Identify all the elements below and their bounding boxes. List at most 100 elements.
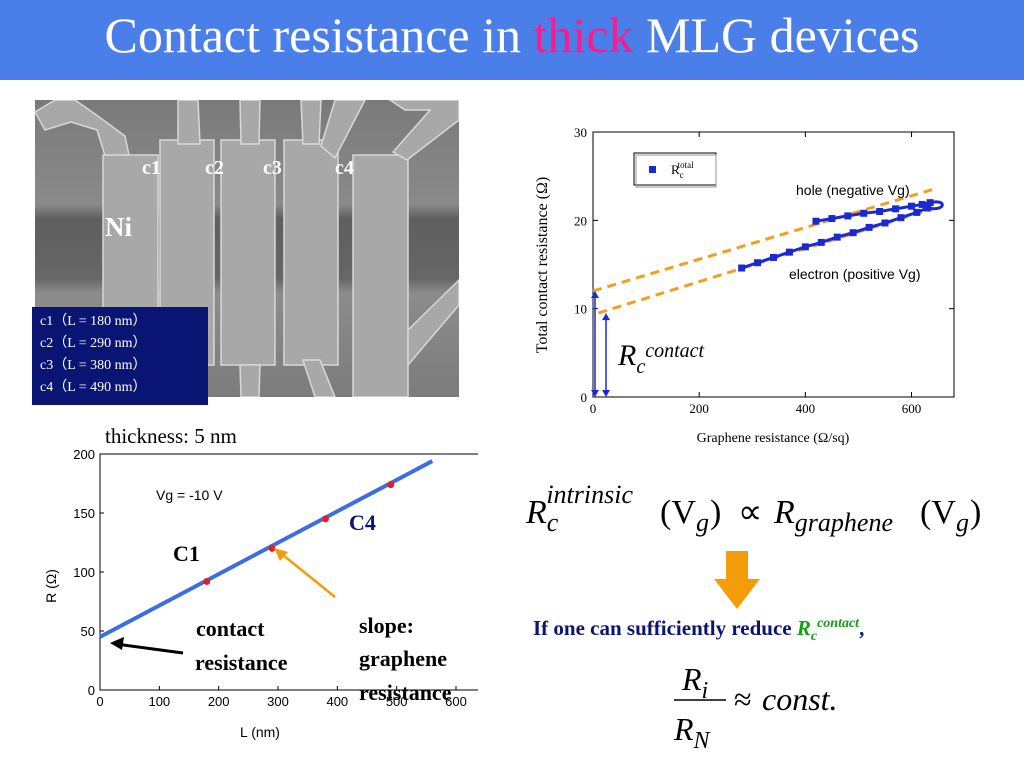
x-tick-label-3: 600 [902,401,922,416]
x-tick-label-1: 100 [148,694,170,709]
svg-text:≈: ≈ [734,681,752,717]
y-axis-label: R (Ω) [43,569,59,603]
y-tick-label-0: 0 [581,390,588,405]
point-electron-0 [738,264,746,272]
slope-annotation-3: resistance [359,680,452,705]
gate-voltage-label: Vg = -10 V [156,487,223,503]
contact-resistance-chart: 0 200 400 600 0 10 20 30 Rctotal hole (negative… [534,125,955,446]
svg-text:Rcintrinsic: Rcintrinsic [526,480,633,537]
x-tick-label-5: 500 [386,694,408,709]
sem-label-ni: Ni [105,212,132,242]
thickness-label: thickness: 5 nm [105,424,237,448]
slope-arrowhead [274,548,288,561]
slope-annotation-1: slope: [359,613,414,638]
reduce-statement: If one can sufficiently reduce Rccontact… [533,616,865,645]
hole-annotation: hole (negative Vg) [796,182,910,198]
svg-text:g: g [956,508,969,537]
point-electron-10 [897,214,905,222]
svg-text:Ri: Ri [681,661,708,704]
slope-annotation-2: graphene [359,646,447,671]
point-electron-4 [801,243,809,251]
y-tick-label-2: 20 [574,213,587,228]
svg-text:(V: (V [660,494,696,531]
sem-label-c1: c1 [142,157,161,179]
ratio-equation: Ri RN ≈ const. [673,661,838,754]
sem-label-c3: c3 [263,157,282,179]
fit-line [99,459,434,639]
x-tick-label-1: 200 [689,401,709,416]
point-electron-1 [754,259,762,267]
legend-c1: c1（L = 180 nm） [40,314,147,329]
contact-arrowhead [110,637,124,650]
slide-title: Contact resistance in thick MLG devices [104,7,920,63]
down-arrow-icon [714,551,760,609]
svg-text:): ) [710,494,721,531]
resistance-vs-length-chart: 0 100 200 300 400 500 600 0 50 100 150 200 Vg = -10… [43,448,478,740]
y-tick-label-3: 30 [574,125,587,140]
x-axis-label: L (nm) [240,724,280,740]
point-hole-7 [918,200,926,208]
legend-c3: c3（L = 380 nm） [40,358,147,373]
y-tick-label-4: 200 [73,448,95,462]
title-highlight: thick [533,7,634,63]
svg-text:RN: RN [673,711,712,754]
point-electron-3 [785,248,793,256]
x-tick-label-2: 200 [208,694,230,709]
point-hole-0 [812,217,820,225]
point-hole-5 [892,205,900,213]
point-hole-3 [860,209,868,217]
y-tick-label-3: 150 [73,506,95,521]
point-hole-4 [876,208,884,215]
svg-text:const.: const. [762,681,838,717]
series-turnaround [927,200,944,211]
point-electron-7 [849,229,857,237]
point-electron-11 [913,208,921,216]
x-tick-label-0: 0 [590,401,597,416]
rc-arrow-lower-head-top [602,313,610,321]
svg-text:Rctotal: Rctotal [671,160,694,180]
chart-legend: Rctotal [633,152,717,188]
svg-text:g: g [696,508,709,537]
point-label-c1: C1 [173,541,200,566]
svg-text:): ) [970,494,981,531]
point-electron-9 [881,219,889,227]
y-tick-label-1: 10 [574,302,587,317]
x-axis-label: Graphene resistance (Ω/sq) [697,431,850,446]
contact-annotation-1: contact [196,616,265,641]
legend-c4: c4（L = 490 nm） [40,380,147,395]
legend-marker [649,166,656,173]
x-tick-label-6: 600 [445,694,467,709]
svg-text:Rgraphene: Rgraphene [773,494,893,537]
x-tick-label-0: 0 [96,694,103,709]
slope-arrow [277,550,336,598]
title-bar [0,0,1024,80]
y-tick-label-2: 100 [73,565,95,580]
point-electron-5 [817,238,825,246]
legend-c2: c2（L = 290 nm） [40,336,147,351]
sem-label-c4: c4 [335,157,354,179]
contact-annotation-2: resistance [195,650,288,675]
point-label-c4: C4 [349,510,376,535]
point-hole-1 [828,215,836,223]
y-tick-label-0: 0 [88,683,95,698]
electron-annotation: electron (positive Vg) [789,266,921,282]
x-tick-label-2: 400 [796,401,816,416]
sem-label-c2: c2 [205,157,224,179]
data-point-3 [387,481,395,489]
data-point-1 [268,544,276,552]
y-axis-label: Total contact resistance (Ω) [534,177,551,353]
x-tick-label-4: 400 [326,694,348,709]
rc-arrow-lower-head-bottom [602,390,610,397]
y-tick-label-1: 50 [81,624,95,639]
svg-text:∝: ∝ [738,494,762,531]
rc-arrow-upper-head-bottom [591,390,599,397]
point-hole-6 [908,202,916,210]
svg-text:(V: (V [920,494,956,531]
point-electron-6 [833,233,841,241]
point-electron-2 [770,253,777,261]
rc-contact-label: Rccontact [617,339,705,378]
intrinsic-contact-equation: Rcintrinsic (V g ) ∝ Rgraphene (V g ) [526,480,981,537]
contact-arrow [115,642,184,655]
x-tick-label-3: 300 [267,694,289,709]
point-electron-8 [865,223,873,231]
